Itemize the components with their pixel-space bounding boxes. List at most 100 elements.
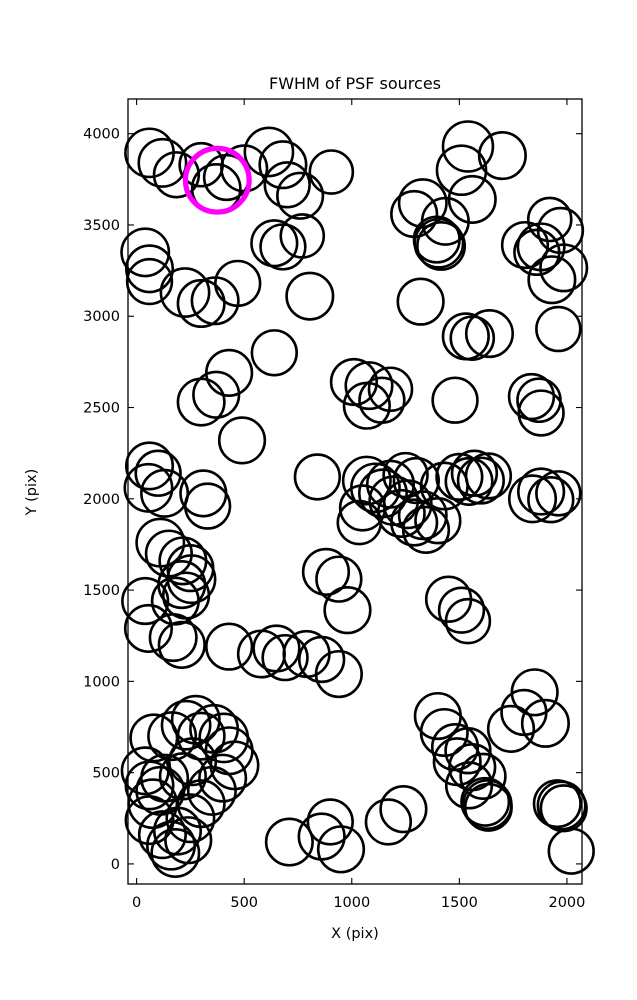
psf-source-circle[interactable] — [336, 499, 383, 546]
psf-source-circle[interactable] — [507, 474, 558, 524]
psf-source-circle[interactable] — [414, 497, 462, 545]
psf-source-circle[interactable] — [464, 452, 513, 500]
psf-source-circle[interactable] — [382, 451, 429, 499]
psf-source-circle[interactable] — [123, 603, 173, 653]
psf-source-circle[interactable] — [416, 220, 467, 271]
psf-source-circle[interactable] — [431, 376, 479, 424]
psf-source-circle[interactable] — [500, 220, 550, 270]
psf-source-circle[interactable] — [460, 776, 511, 827]
psf-source-circle[interactable] — [176, 711, 226, 761]
psf-source-circle[interactable] — [297, 635, 346, 684]
psf-source-circle[interactable] — [390, 498, 439, 547]
psf-source-circle[interactable] — [517, 389, 565, 437]
psf-source-circle[interactable] — [527, 476, 575, 524]
psf-source-circle[interactable] — [338, 484, 387, 532]
psf-source-circle[interactable] — [444, 727, 492, 775]
psf-source-circle[interactable] — [220, 144, 269, 193]
psf-source-circle[interactable] — [536, 206, 585, 255]
psf-source-circle[interactable] — [379, 785, 428, 834]
psf-source-circle[interactable] — [217, 416, 267, 465]
psf-source-circle[interactable] — [444, 456, 494, 507]
psf-source-circle[interactable] — [301, 547, 351, 596]
psf-source-circle[interactable] — [250, 329, 298, 377]
selected-psf-source-circle[interactable] — [182, 145, 252, 215]
psf-source-circle[interactable] — [396, 277, 445, 326]
psf-source-circle[interactable] — [214, 259, 262, 308]
psf-source-circle[interactable] — [250, 219, 299, 268]
psf-source-circle[interactable] — [205, 622, 254, 671]
psf-source-circle[interactable] — [401, 505, 451, 554]
psf-source-circle[interactable] — [306, 798, 354, 846]
psf-source-circle[interactable] — [124, 795, 175, 846]
psf-source-circle[interactable] — [125, 257, 174, 306]
psf-source-circle[interactable] — [293, 453, 342, 501]
psf-source-circle[interactable] — [285, 271, 335, 321]
psf-source-circle[interactable] — [168, 737, 218, 787]
psf-source-circle[interactable] — [477, 131, 527, 181]
psf-source-circle[interactable] — [137, 137, 188, 188]
psf-source-circle[interactable] — [160, 699, 212, 751]
psf-source-circle[interactable] — [150, 827, 201, 878]
psf-source-circle[interactable] — [344, 361, 394, 411]
psf-source-circle[interactable] — [258, 140, 308, 190]
psf-source-circle[interactable] — [314, 649, 363, 699]
psf-source-circle[interactable] — [261, 633, 309, 682]
psf-source-circle[interactable] — [164, 816, 213, 865]
psf-source-circle[interactable] — [459, 752, 507, 800]
psf-source-circle[interactable] — [150, 576, 200, 626]
psf-source-circle[interactable] — [435, 452, 484, 502]
psf-source-circle[interactable] — [547, 827, 595, 875]
psf-source-circle[interactable] — [308, 149, 355, 195]
psf-source-circle[interactable] — [520, 698, 570, 748]
psf-source-markers[interactable] — [120, 120, 595, 878]
psf-source-circle[interactable] — [463, 782, 513, 832]
psf-source-circle[interactable] — [527, 255, 577, 305]
psf-source-circle[interactable] — [367, 366, 414, 413]
psf-source-circle[interactable] — [157, 620, 206, 669]
psf-source-circle[interactable] — [316, 825, 366, 874]
psf-source-circle[interactable] — [435, 144, 488, 197]
psf-source-circle[interactable] — [135, 765, 186, 816]
psf-source-circle[interactable] — [148, 613, 198, 663]
psf-source-circle[interactable] — [323, 586, 372, 635]
psf-source-circle[interactable] — [437, 586, 486, 634]
psf-source-circle[interactable] — [124, 244, 175, 294]
psf-source-circle[interactable] — [146, 820, 197, 871]
psf-source-circle[interactable] — [159, 267, 211, 318]
psf-source-circle[interactable] — [364, 798, 413, 846]
psf-source-circle[interactable] — [392, 456, 441, 505]
psf-source-circle[interactable] — [186, 765, 237, 816]
psf-source-circle[interactable] — [192, 370, 241, 419]
psf-source-circle[interactable] — [183, 482, 232, 530]
psf-source-circle[interactable] — [152, 151, 201, 199]
psf-source-circle[interactable] — [441, 120, 495, 173]
psf-source-circle[interactable] — [198, 753, 248, 803]
psf-source-circle[interactable] — [315, 555, 363, 603]
psf-source-circle[interactable] — [449, 315, 496, 361]
psf-source-circle[interactable] — [535, 305, 582, 353]
psf-source-circle[interactable] — [165, 793, 216, 844]
psf-source-circle[interactable] — [365, 459, 416, 509]
psf-source-circle[interactable] — [243, 126, 295, 178]
psf-source-circle[interactable] — [419, 707, 469, 758]
psf-source-circle[interactable] — [507, 372, 556, 421]
psf-source-circle[interactable] — [252, 624, 301, 673]
psf-source-circle[interactable] — [263, 161, 311, 209]
psf-source-circle[interactable] — [447, 174, 497, 224]
psf-source-circle[interactable] — [526, 196, 573, 243]
psf-source-circle[interactable] — [124, 441, 175, 491]
psf-source-circle[interactable] — [358, 376, 406, 424]
psf-source-circle[interactable] — [134, 449, 182, 497]
psf-source-circle[interactable] — [464, 309, 515, 359]
psf-source-circle[interactable] — [279, 213, 326, 259]
psf-source-circle[interactable] — [120, 227, 171, 278]
psf-source-circle[interactable] — [413, 217, 465, 269]
psf-source-circle[interactable] — [341, 455, 392, 506]
psf-source-circle[interactable] — [517, 467, 566, 516]
psf-source-circle[interactable] — [158, 752, 207, 801]
psf-source-circle[interactable] — [121, 576, 170, 626]
psf-source-circle[interactable] — [456, 456, 505, 505]
psf-source-circle[interactable] — [510, 668, 559, 717]
psf-source-circle[interactable] — [450, 449, 499, 497]
psf-source-circle[interactable] — [264, 817, 314, 867]
